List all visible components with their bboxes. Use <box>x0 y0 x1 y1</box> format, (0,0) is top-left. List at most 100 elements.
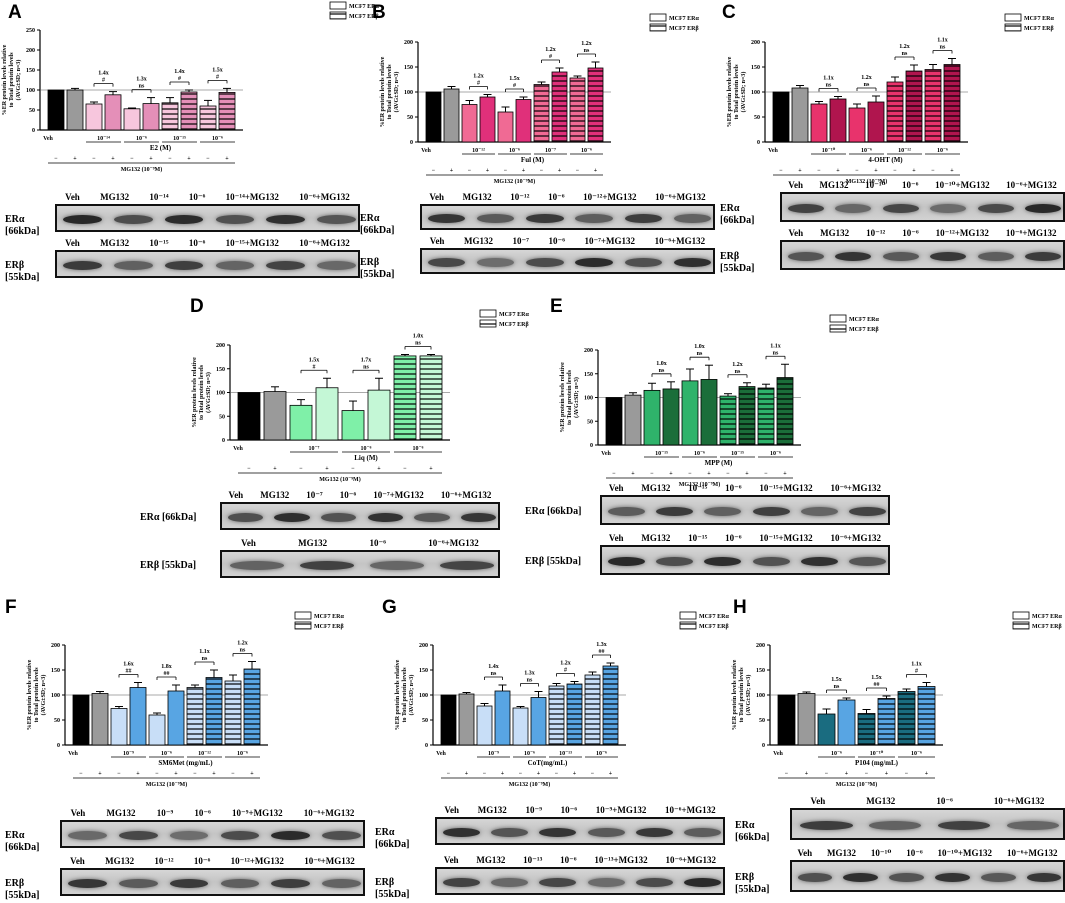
protein-band <box>656 557 693 566</box>
protein-band <box>801 557 838 566</box>
mg132-treatment-sign: − <box>79 771 83 777</box>
lane-label: 10⁻⁶ <box>193 856 211 866</box>
protein-band <box>684 878 722 887</box>
fold-change-label: 1.1x <box>770 343 781 349</box>
western-blot-er-alpha <box>600 495 890 525</box>
y-axis-label-line: (AVG±SD; n=3) <box>740 72 747 113</box>
bar <box>85 103 103 131</box>
lane-label: 10⁻⁶ <box>369 538 386 548</box>
protein-band <box>317 261 356 270</box>
bar-hatch <box>206 677 222 745</box>
fold-change-label: 1.6x <box>123 662 134 668</box>
legend-swatch-era <box>329 1 347 10</box>
x-axis-label: Liq (M) <box>354 454 378 462</box>
bar <box>515 99 532 143</box>
protein-band <box>491 878 528 887</box>
blot-area-a: Veh MG132 10⁻¹⁴ 10⁻⁶ 10⁻¹⁴+MG132 10⁻⁶+MG132 ER… <box>5 192 360 288</box>
legend-swatch-erb-hatch <box>650 24 666 31</box>
significance-label: ns <box>826 83 832 89</box>
y-axis-label: %ER protein levels relative to Total prot… <box>27 659 47 730</box>
protein-band <box>575 214 613 223</box>
western-blot-er-beta <box>435 867 725 895</box>
bar <box>425 91 442 143</box>
lane-label: 10⁻⁶+MG132 <box>830 533 882 543</box>
bar <box>461 104 478 143</box>
panel-letter-c: C <box>722 2 736 23</box>
mg132-treatment-sign: − <box>504 168 508 174</box>
lane-label: 10⁻¹⁵ <box>688 533 708 543</box>
bar-hatch <box>187 687 203 745</box>
x-axis-label: CoT(mg/mL) <box>528 759 568 767</box>
lane-label: MG132 <box>462 192 492 202</box>
protein-band <box>787 252 824 261</box>
lane-labels-row: Veh MG132 10⁻¹² 10⁻⁶ 10⁻¹²+MG132 10⁻⁶+MG132 <box>420 192 715 203</box>
y-tick-label: 150 <box>216 367 225 373</box>
bar <box>142 103 160 131</box>
lane-labels-row: Veh MG132 10⁻¹⁴ 10⁻⁶ 10⁻¹⁴+MG132 10⁻⁶+MG132 <box>55 192 360 203</box>
bar <box>443 88 460 143</box>
y-axis-label: %ER protein levels relative to Total prot… <box>2 44 22 115</box>
fold-change-label: 1.2x <box>237 641 248 647</box>
mg132-treatment-sign: + <box>98 771 102 777</box>
lane-label: Veh <box>810 796 826 806</box>
x-label-veh: Veh <box>601 451 611 457</box>
lane-label: Veh <box>429 192 444 202</box>
lane-labels-row: Veh MG132 10⁻¹² 10⁻⁶ 10⁻¹²+MG132 10⁻⁶+MG132 <box>60 856 365 867</box>
legend-swatch-era <box>1004 13 1022 22</box>
fold-change-label: 1.3x <box>136 77 147 83</box>
significance-label: ns <box>735 369 741 375</box>
protein-band <box>118 831 158 840</box>
lane-label: 10⁻⁶ <box>194 808 211 818</box>
bar-hatch <box>549 686 564 745</box>
y-axis-label-line: %ER protein levels relative <box>727 56 733 127</box>
y-tick-label: 200 <box>51 643 60 649</box>
lane-label: 10⁻⁶+MG132 <box>665 805 716 815</box>
y-tick-label: 50 <box>29 108 35 114</box>
y-tick-label: 100 <box>584 396 593 402</box>
protein-band <box>930 204 967 213</box>
protein-band <box>607 557 645 566</box>
y-tick-label: 0 <box>757 140 760 146</box>
bar <box>47 89 65 131</box>
lane-label: 10⁻⁶+MG132 <box>1005 228 1057 238</box>
protein-band <box>930 252 967 261</box>
legend-label-era: MCF7 ERα <box>1032 614 1062 620</box>
significance-label: # <box>178 76 181 82</box>
mg132-treatment-sign: + <box>501 771 505 777</box>
blot-area-c: Veh MG132 10⁻¹⁰ 10⁻⁶ 10⁻¹⁰+MG132 10⁻⁶+MG132 ER… <box>720 180 1065 280</box>
bar-hatch <box>603 666 618 745</box>
significance-label: # <box>313 364 316 370</box>
bar <box>494 690 511 746</box>
mg132-treatment-sign: + <box>429 466 433 472</box>
blot-area-h: Veh MG132 10⁻⁶ 10⁻⁶+MG132 ERα [66kDa] Veh MG13… <box>735 796 1065 903</box>
bar-hatch <box>162 102 178 130</box>
legend-label-era: MCF7 ERα <box>849 317 879 323</box>
lane-labels-row: Veh MG132 10⁻¹³ 10⁻⁶ 10⁻¹³+MG132 10⁻⁶+MG132 <box>435 855 725 866</box>
western-blot-er-alpha <box>220 502 500 530</box>
legend-swatch-era <box>679 611 697 620</box>
y-axis-label-line: (AVG±SD; n=3) <box>205 372 212 413</box>
western-blot-er-alpha <box>420 204 715 230</box>
lane-label: Veh <box>228 490 244 500</box>
lane-label: 10⁻⁶ <box>188 238 206 248</box>
significance-label: ns <box>697 351 703 357</box>
y-tick-label: 50 <box>587 419 593 425</box>
western-blot-er-alpha <box>55 204 360 232</box>
group-label: 10⁻¹² <box>898 148 911 154</box>
blot-label-er-beta: ERβ [55kDa] <box>5 260 40 283</box>
protein-band <box>215 261 255 270</box>
y-tick-label: 0 <box>32 128 35 134</box>
fold-change-label: 1.0x <box>694 344 705 350</box>
protein-band <box>491 828 528 837</box>
blot-label-er-beta: ERβ [55kDa] <box>5 878 40 901</box>
blot-area-f: Veh MG132 10⁻⁹ 10⁻⁶ 10⁻⁹+MG132 10⁻⁶+MG132 ERα … <box>5 808 365 903</box>
panel-letter-d: D <box>190 296 204 317</box>
protein-band <box>164 261 204 270</box>
lane-label: Veh <box>241 538 256 548</box>
protein-band <box>849 557 887 566</box>
panel-letter-h: H <box>733 597 747 618</box>
lane-label: 10⁻⁶+MG132 <box>830 483 882 493</box>
western-blot-er-beta <box>600 545 890 575</box>
y-axis-label-line: %ER protein levels relative <box>395 659 401 730</box>
y-tick-label: 100 <box>216 391 225 397</box>
